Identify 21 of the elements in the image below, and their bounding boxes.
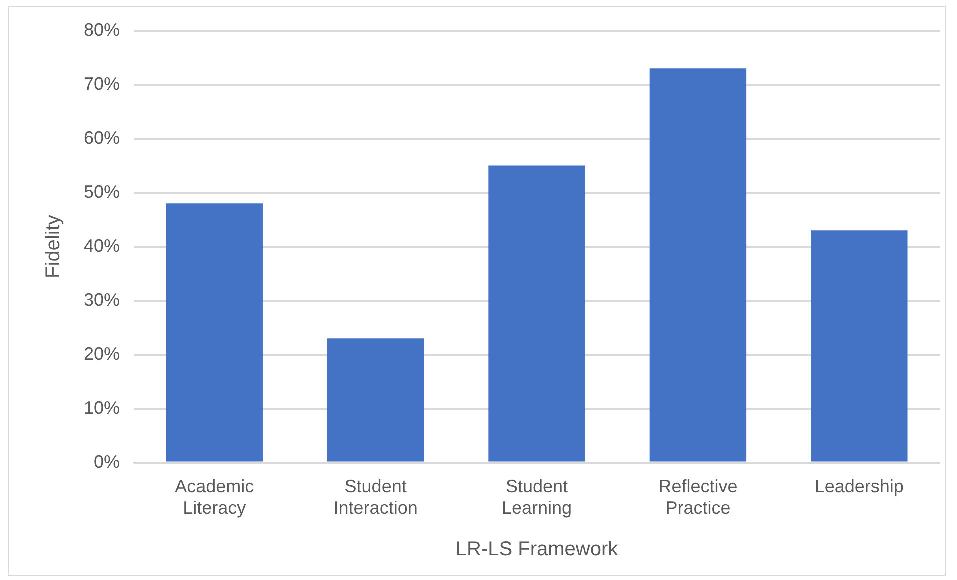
y-tick-label: 20% — [84, 344, 120, 364]
x-tick-label: Reflective Practice — [658, 476, 738, 518]
x-tick-label: Student Learning — [502, 476, 572, 518]
y-tick-label: 0% — [94, 452, 120, 472]
y-tick-label: 30% — [84, 290, 120, 310]
x-tick-label: Academic Literacy — [175, 476, 254, 518]
x-axis-title: LR-LS Framework — [456, 538, 620, 561]
y-tick-label: 10% — [84, 398, 120, 418]
y-tick-label: 70% — [84, 74, 120, 94]
bar — [811, 230, 908, 462]
y-tick-label: 50% — [84, 182, 120, 202]
y-tick-label: 60% — [84, 128, 120, 148]
bar — [327, 338, 424, 462]
x-tick-label: Student Interaction — [334, 476, 418, 518]
bar — [650, 68, 747, 462]
bar — [166, 204, 263, 462]
x-tick-label: Leadership — [814, 476, 904, 497]
y-axis-title: Fidelity — [42, 215, 65, 278]
y-tick-label: 40% — [84, 236, 120, 256]
bar — [488, 166, 586, 462]
y-tick-label: 80% — [84, 20, 120, 40]
